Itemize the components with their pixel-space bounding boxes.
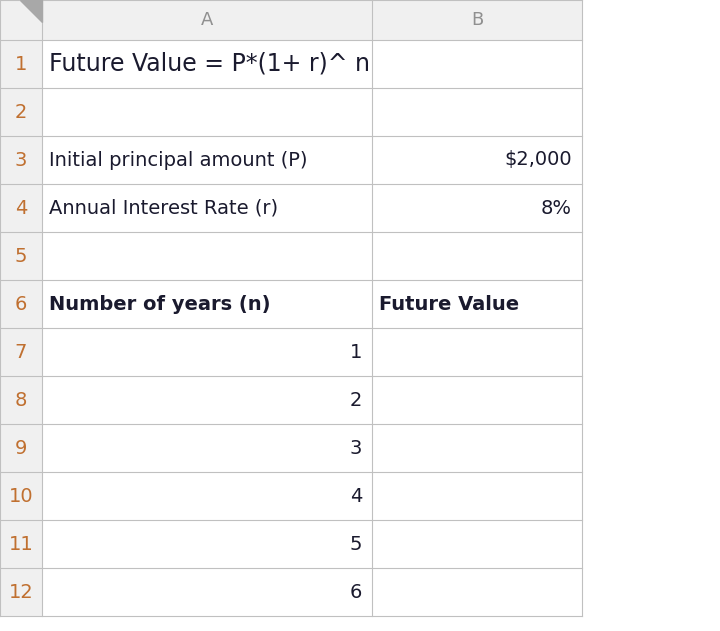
- Text: Annual Interest Rate (r): Annual Interest Rate (r): [49, 199, 278, 218]
- Text: 2: 2: [15, 102, 27, 122]
- Text: 1: 1: [15, 54, 27, 73]
- Text: Future Value: Future Value: [379, 295, 519, 314]
- Text: 5: 5: [349, 534, 362, 553]
- Text: Future Value = P*(1+ r)^ n: Future Value = P*(1+ r)^ n: [49, 52, 370, 76]
- Text: 3: 3: [350, 439, 362, 457]
- Text: 6: 6: [15, 295, 27, 314]
- Text: 5: 5: [14, 247, 27, 266]
- Text: 6: 6: [350, 582, 362, 601]
- Polygon shape: [20, 0, 42, 22]
- Text: 8%: 8%: [541, 199, 572, 218]
- Text: Initial principal amount (P): Initial principal amount (P): [49, 151, 307, 170]
- Text: 3: 3: [15, 151, 27, 170]
- Text: 12: 12: [9, 582, 33, 601]
- Text: 9: 9: [15, 439, 27, 457]
- Text: 10: 10: [9, 487, 33, 505]
- Text: $2,000: $2,000: [505, 151, 572, 170]
- Bar: [0, 0, 42, 40]
- Text: 8: 8: [15, 391, 27, 410]
- Text: Number of years (n): Number of years (n): [49, 295, 271, 314]
- Text: 7: 7: [15, 343, 27, 362]
- Text: 4: 4: [15, 199, 27, 218]
- Text: 11: 11: [9, 534, 33, 553]
- Bar: [0, 40, 42, 616]
- Text: 1: 1: [350, 343, 362, 362]
- Text: 2: 2: [350, 391, 362, 410]
- Text: B: B: [471, 11, 483, 29]
- Bar: [0, 0, 582, 40]
- Bar: [0, 0, 582, 616]
- Text: 4: 4: [350, 487, 362, 505]
- Text: A: A: [201, 11, 213, 29]
